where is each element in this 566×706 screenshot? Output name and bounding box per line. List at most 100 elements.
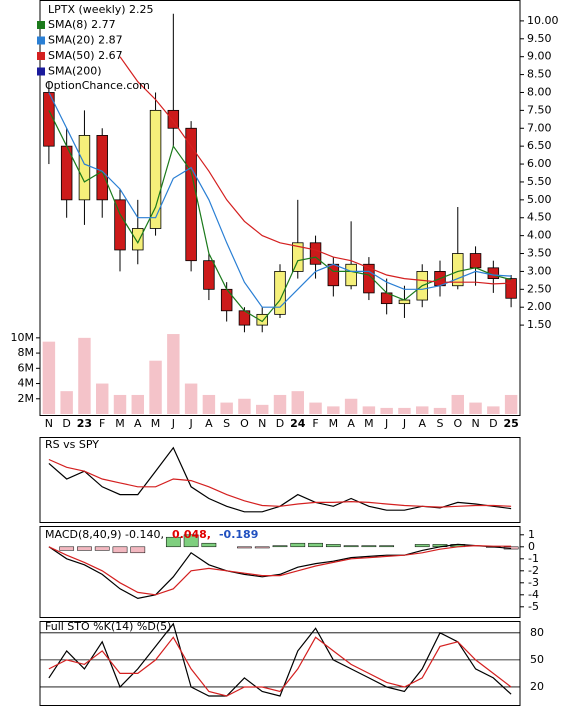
candle-body — [203, 260, 215, 290]
y-tick-label: 3.50 — [527, 247, 552, 260]
volume-bar — [487, 406, 500, 414]
candle-body — [345, 263, 357, 287]
line-series — [48, 636, 512, 697]
x-tick-label: A — [134, 417, 142, 430]
legend-entry: SMA(200) — [48, 65, 102, 78]
x-tick-label: J — [171, 417, 175, 430]
legend-swatch — [37, 36, 45, 45]
price-frame — [39, 0, 521, 416]
legend-swatch — [37, 67, 45, 76]
volume-bar — [398, 407, 411, 414]
y-tick-label: 8.50 — [527, 68, 552, 81]
x-tick-label: F — [312, 417, 318, 430]
histogram-bar — [379, 545, 395, 548]
volume-bar — [309, 402, 322, 414]
histogram-bar — [183, 534, 199, 548]
line-series — [48, 622, 512, 697]
y-tick-label: 6.00 — [527, 157, 552, 170]
candle-body — [43, 92, 55, 147]
candle-body — [469, 253, 482, 269]
x-tick-label: A — [205, 417, 213, 430]
volume-bar — [362, 406, 376, 414]
candle-body — [256, 313, 268, 326]
y-tick-label: 1 — [528, 528, 535, 541]
candle-body — [149, 109, 162, 229]
panel-title-text: Full STO %K(14) %D(5) — [45, 620, 171, 633]
volume-bar — [131, 394, 144, 414]
histogram-bar — [112, 546, 128, 554]
x-tick-label: 24 — [290, 417, 306, 430]
y-tick-label: -4 — [528, 588, 539, 601]
candle-body — [309, 242, 322, 265]
panel-title-text: RS vs SPY — [45, 438, 99, 451]
legend-entry: SMA(8) 2.77 — [48, 18, 116, 31]
volume-bar — [60, 391, 73, 414]
volume-bar — [327, 406, 340, 414]
x-tick-label: N — [258, 417, 266, 430]
candle-body — [274, 271, 286, 315]
volume-bar — [469, 402, 482, 414]
title-value: -0.189 — [219, 528, 258, 541]
y-tick-label: 7.50 — [527, 103, 552, 116]
histogram-bar — [59, 546, 75, 551]
x-tick-label: M — [115, 417, 125, 430]
y-tick-label: 4.50 — [527, 211, 552, 224]
legend-entry: SMA(20) 2.87 — [48, 34, 123, 47]
rs-frame — [39, 437, 521, 523]
volume-bar — [273, 394, 287, 414]
y-tick-label: 8M — [18, 346, 35, 359]
x-tick-label: D — [489, 417, 497, 430]
volume-bar — [451, 394, 464, 414]
y-tick-label: 5.50 — [527, 175, 552, 188]
histogram-bar — [325, 544, 341, 548]
panel-title-text: MACD(8,40,9) -0.140, — [45, 528, 164, 541]
title-value: 0.048, — [172, 528, 211, 541]
x-tick-label: N — [471, 417, 479, 430]
histogram-bar — [130, 546, 146, 554]
volume-bar — [113, 394, 127, 414]
x-tick-label: F — [99, 417, 105, 430]
histogram-bar — [94, 546, 110, 551]
volume-bar — [96, 383, 109, 414]
macd-frame — [39, 526, 521, 618]
y-tick-label: 5.00 — [527, 193, 552, 206]
volume-bar — [220, 402, 233, 414]
y-tick-label: -5 — [528, 600, 539, 613]
volume-bar — [149, 360, 162, 414]
y-tick-label: 10.00 — [527, 14, 559, 27]
x-tick-label: J — [402, 417, 406, 430]
volume-bar — [238, 398, 251, 414]
candle-body — [96, 135, 108, 201]
y-tick-label: 80 — [530, 626, 544, 639]
volume-bar — [433, 407, 447, 414]
y-tick-label: 4.00 — [527, 229, 552, 242]
line-series — [48, 543, 512, 600]
y-tick-label: 6.50 — [527, 139, 552, 152]
y-tick-label: 2M — [18, 392, 35, 405]
volume-bar — [416, 406, 429, 414]
legend-entry: SMA(50) 2.67 — [48, 49, 123, 62]
line-series — [119, 56, 512, 285]
histogram-bar — [361, 545, 377, 548]
line-series — [48, 544, 512, 596]
y-tick-label: 4M — [18, 377, 35, 390]
y-tick-label: 2.50 — [527, 282, 552, 295]
x-tick-label: A — [418, 417, 426, 430]
y-tick-label: 0 — [528, 540, 535, 553]
x-tick-label: S — [223, 417, 230, 430]
x-tick-label: M — [364, 417, 374, 430]
x-tick-label: 23 — [77, 417, 92, 430]
panel-title: Full STO %K(14) %D(5) — [45, 620, 171, 633]
candle-body — [327, 263, 340, 287]
histogram-bar — [272, 545, 288, 548]
candle-body — [452, 253, 464, 287]
y-tick-label: 2.00 — [527, 300, 552, 313]
volume-bar — [202, 394, 216, 414]
candle-body — [292, 242, 304, 272]
volume-bar — [184, 383, 198, 414]
candle-body — [132, 228, 144, 251]
y-tick-label: 6M — [18, 361, 35, 374]
y-tick-label: 10M — [11, 331, 35, 344]
x-tick-label: M — [151, 417, 161, 430]
volume-bar — [256, 404, 269, 414]
